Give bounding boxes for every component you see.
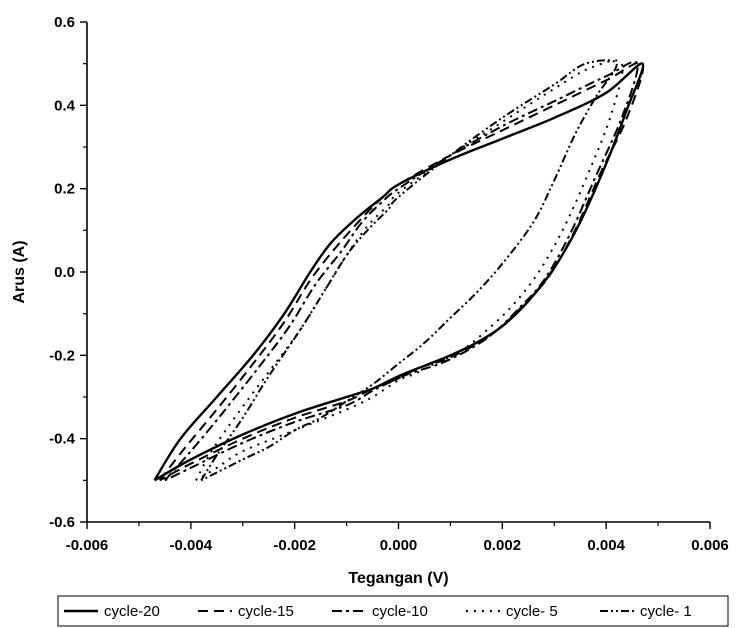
x-tick-label: 0.004 xyxy=(587,537,625,554)
legend-label: cycle-10 xyxy=(372,603,428,620)
x-tick-label: 0.002 xyxy=(484,537,522,554)
series-line-1 xyxy=(153,62,645,482)
series-line-2 xyxy=(158,61,645,482)
x-axis: -0.006 -0.004 -0.002 0.000 0.002 0.004 0.006 xyxy=(66,522,729,554)
x-tick-label: -0.006 xyxy=(66,537,109,554)
y-tick-label: 0.4 xyxy=(54,97,76,114)
y-axis-title: Arus (A) xyxy=(11,240,28,303)
y-tick-label: 0.6 xyxy=(54,14,75,31)
y-tick-label: -0.2 xyxy=(49,347,75,364)
x-tick-label: -0.002 xyxy=(273,537,316,554)
x-axis-title: Tegangan (V) xyxy=(348,570,448,587)
y-axis: -0.6 -0.4 -0.2 0.0 0.2 0.4 0.6 xyxy=(49,14,87,531)
legend-label: cycle-20 xyxy=(104,603,160,620)
legend: cycle-20 cycle-15 cycle-10 cycle- 5 cycle- 1 xyxy=(57,595,729,627)
legend-label: cycle- 5 xyxy=(506,603,558,620)
y-tick-label: 0.0 xyxy=(54,264,75,281)
y-tick-label: -0.6 xyxy=(49,514,75,531)
legend-label: cycle-15 xyxy=(238,603,294,620)
legend-label: cycle- 1 xyxy=(640,603,692,620)
series-line-4 xyxy=(195,59,624,482)
series-layer xyxy=(153,59,645,482)
y-tick-label: 0.2 xyxy=(54,181,75,198)
x-tick-label: 0.000 xyxy=(380,537,418,554)
x-tick-label: -0.004 xyxy=(170,537,213,554)
x-tick-label: 0.006 xyxy=(691,537,729,554)
y-tick-label: -0.4 xyxy=(49,431,76,448)
series-line-3 xyxy=(164,60,639,482)
series-line-5 xyxy=(200,59,618,482)
